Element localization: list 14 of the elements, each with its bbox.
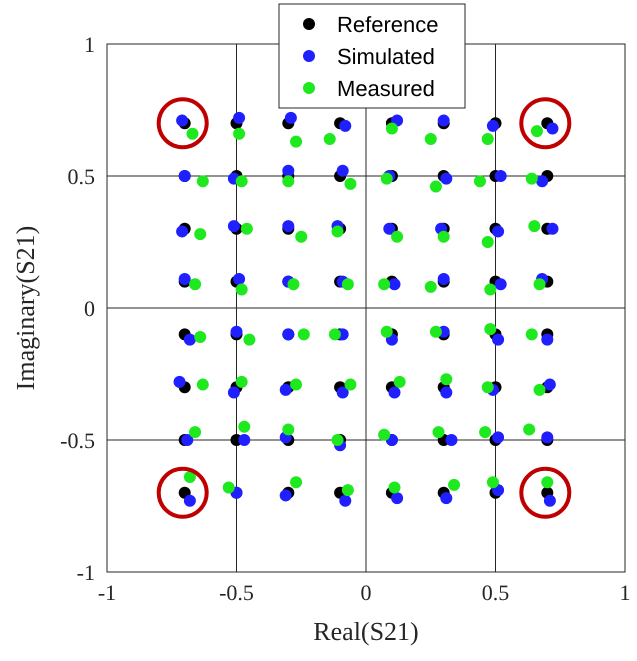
x-tick-label: -0.5 bbox=[219, 580, 254, 605]
legend-label: Measured bbox=[337, 76, 435, 101]
x-tick-label: 0 bbox=[360, 580, 372, 605]
x-axis-title: Real(S21) bbox=[313, 617, 419, 646]
y-tick-label: 1 bbox=[84, 32, 95, 57]
legend-label: Simulated bbox=[337, 44, 435, 69]
y-tick-label: -1 bbox=[76, 560, 95, 585]
legend-label: Reference bbox=[337, 12, 439, 37]
y-tick-label: 0 bbox=[84, 296, 95, 321]
x-tick-label: 1 bbox=[620, 580, 630, 605]
y-tick-label: -0.5 bbox=[60, 428, 95, 453]
y-tick-label: 0.5 bbox=[68, 164, 95, 189]
x-tick-label: 0.5 bbox=[482, 580, 510, 605]
y-axis-title: Imaginary(S21) bbox=[11, 226, 40, 390]
